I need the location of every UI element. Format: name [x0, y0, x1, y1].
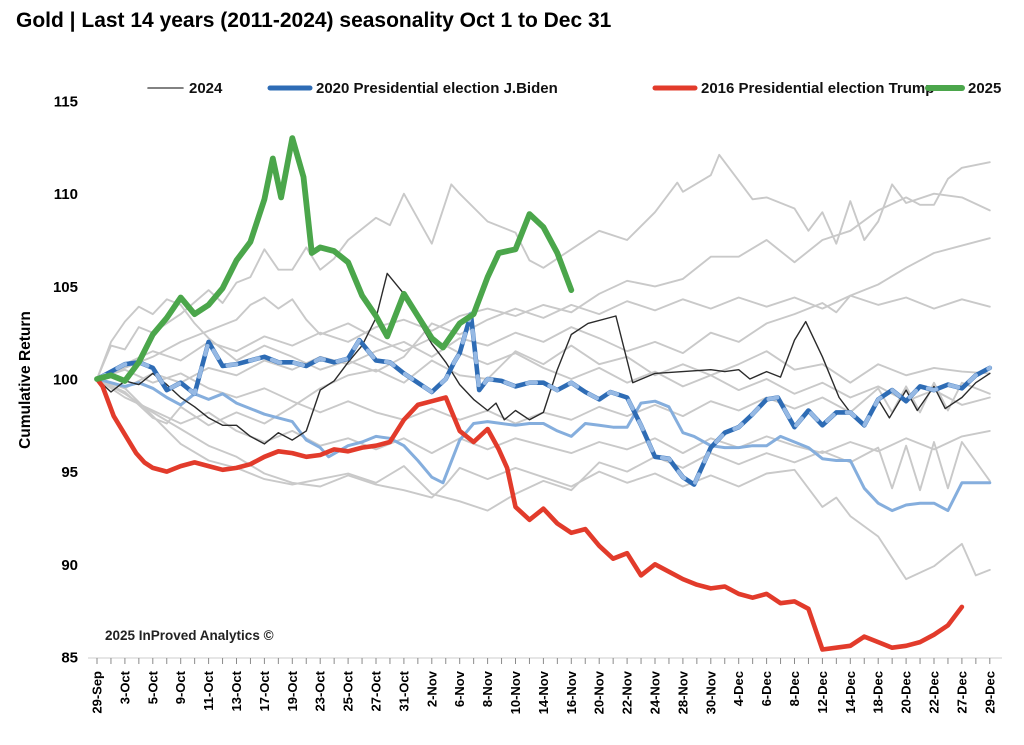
x-tick-label: 25-Oct [341, 670, 356, 711]
series-line-other-year-c [96, 237, 991, 390]
x-tick-label: 28-Nov [675, 670, 690, 714]
chart-legend: 2024 2020 Presidential election J.Biden 20… [147, 80, 1001, 97]
series-line-2024 [96, 272, 991, 445]
x-tick-label: 27-Dec [954, 671, 969, 714]
x-tick-label: 2-Nov [424, 670, 439, 707]
y-axis-ticks: 115 110 105 100 95 90 85 [53, 94, 78, 667]
y-tick-label: 100 [53, 372, 78, 389]
series-line-other-year-a [96, 161, 991, 380]
x-tick-label: 20-Dec [899, 671, 914, 714]
x-tick-label: 13-Oct [229, 670, 244, 711]
series-line-2025 [94, 135, 575, 384]
y-tick-label: 115 [54, 94, 78, 111]
series-line-2016-presidential-election-trump [94, 376, 965, 652]
page-title: Gold | Last 14 years (2011-2024) seasona… [16, 9, 612, 32]
x-tick-label: 16-Nov [564, 670, 579, 714]
x-tick-label: 19-Oct [285, 670, 300, 711]
x-tick-label: 22-Dec [927, 671, 942, 714]
x-tick-label: 10-Nov [508, 670, 523, 714]
legend-item-3: 2025 [925, 80, 1001, 97]
x-tick-label: 14-Nov [536, 670, 551, 714]
legend-label: 2020 Presidential election J.Biden [316, 80, 558, 97]
x-tick-label: 6-Dec [759, 671, 774, 706]
series-line-other-year-g [96, 378, 991, 455]
x-tick-label: 5-Oct [145, 670, 160, 704]
x-tick-label: 23-Oct [313, 670, 328, 711]
x-tick-label: 22-Nov [620, 670, 635, 714]
x-tick-label: 14-Dec [843, 671, 858, 714]
series-line-other-year-h [96, 378, 991, 581]
legend-label: 2016 Presidential election Trump [701, 80, 934, 97]
legend-item-0: 2024 [147, 80, 223, 97]
x-tick-label: 20-Nov [592, 670, 607, 714]
series-line-other-year-lightblue [95, 377, 992, 513]
y-tick-label: 105 [53, 279, 78, 296]
y-tick-label: 95 [61, 464, 78, 481]
x-tick-label: 8-Dec [787, 671, 802, 706]
series-line-other-year-b [96, 153, 991, 380]
series-line-other-year-e [96, 344, 991, 427]
x-tick-label: 17-Oct [257, 670, 272, 711]
y-tick-label: 85 [61, 649, 78, 666]
x-tick-label: 11-Oct [201, 670, 216, 710]
x-tick-label: 29-Sep [90, 671, 105, 714]
series-line-2020-dash-overlay [95, 312, 992, 487]
x-tick-label: 12-Dec [815, 671, 830, 714]
x-tick-label: 29-Dec [982, 671, 997, 714]
x-tick-label: 24-Nov [648, 670, 663, 714]
x-tick-label: 6-Nov [452, 670, 467, 707]
legend-label: 2024 [189, 80, 223, 97]
x-tick-label: 18-Dec [871, 671, 886, 714]
x-tick-label: 30-Nov [703, 670, 718, 714]
series-line-other-year-j [96, 296, 991, 406]
x-tick-label: 8-Nov [480, 670, 495, 707]
x-tick-label: 31-Oct [396, 670, 411, 711]
series-line-other-year-i [96, 378, 991, 512]
series-line-other-year-d [96, 294, 991, 380]
chart-series [94, 135, 993, 652]
y-axis-title: Cumulative Return [17, 311, 34, 449]
x-tick-label: 4-Dec [731, 671, 746, 706]
y-tick-label: 110 [54, 186, 78, 203]
series-line-other-year-f [96, 368, 991, 425]
legend-label: 2025 [968, 80, 1001, 97]
legend-item-1: 2020 Presidential election J.Biden [267, 80, 558, 97]
x-tick-label: 27-Oct [369, 670, 384, 711]
x-tick-label: 3-Oct [117, 670, 132, 704]
legend-item-2: 2016 Presidential election Trump [652, 80, 934, 97]
x-axis: 29-Sep 3-Oct 5-Oct 9-Oct 11-Oct 13-Oct 17-Oct 1… [88, 657, 1002, 714]
watermark: 2025 InProved Analytics © [105, 628, 274, 643]
x-tick-label: 9-Oct [173, 670, 188, 704]
y-tick-label: 90 [61, 557, 78, 574]
